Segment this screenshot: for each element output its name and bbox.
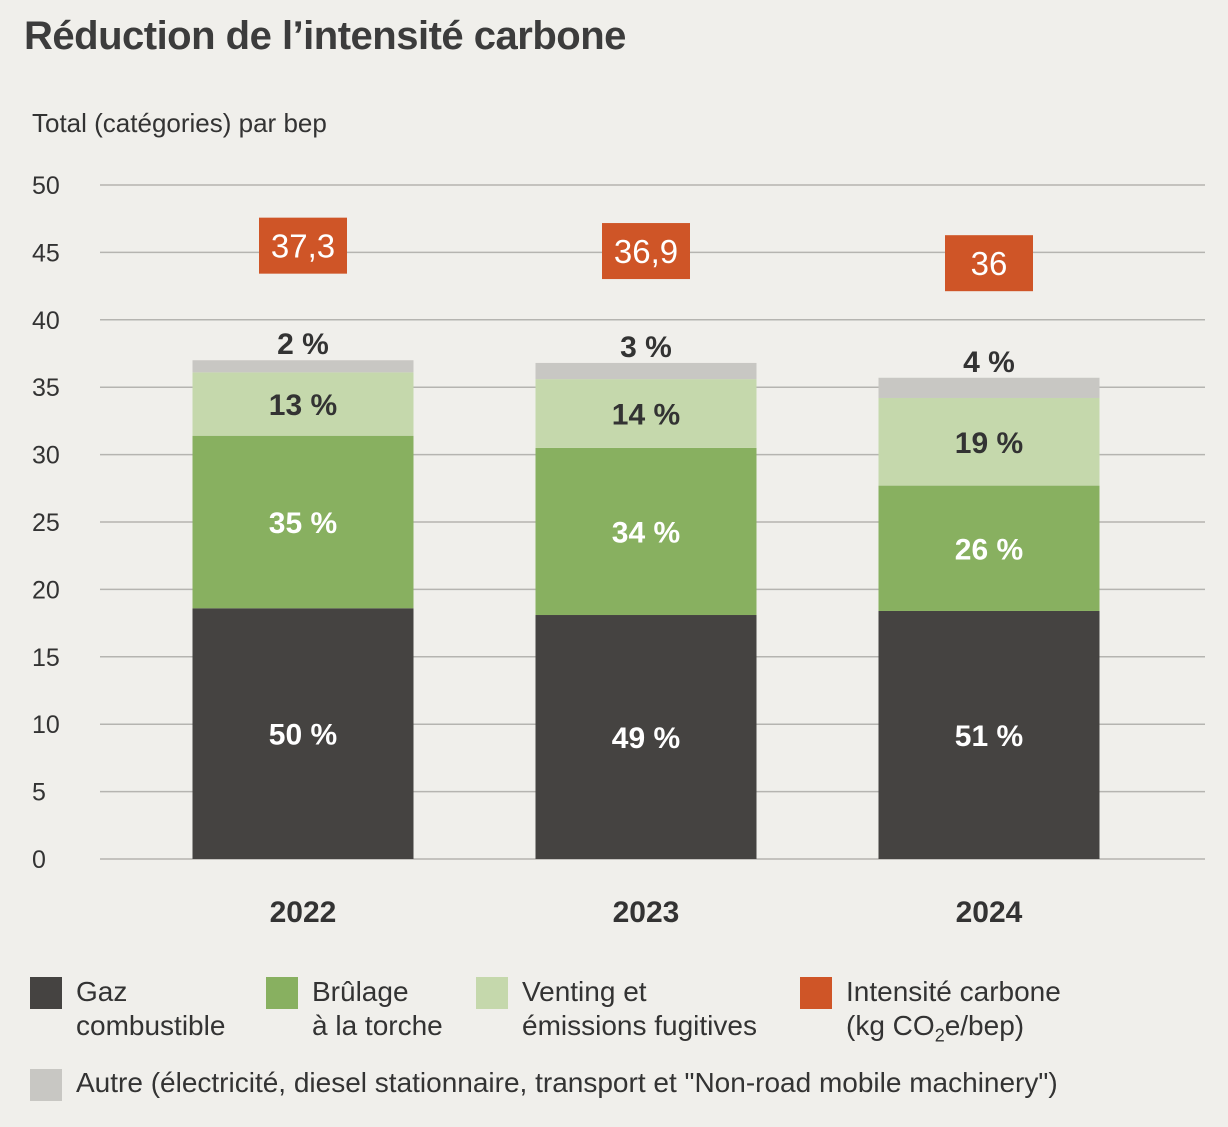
- segment-label: 2 %: [277, 328, 329, 361]
- y-tick-label: 40: [32, 307, 60, 335]
- legend-label-intensite-subscript: 2: [934, 1025, 945, 1046]
- legend-label-intensite-part2: e/bep): [944, 1010, 1025, 1041]
- chart-title: Réduction de l’intensité carbone: [24, 14, 626, 58]
- legend-label-intensite-part1: (kg CO: [846, 1010, 935, 1041]
- bar-segment: [535, 379, 757, 448]
- legend-item-gaz: Gaz combustible: [76, 975, 225, 1043]
- bar-segment: [192, 435, 414, 609]
- bar-segment: [192, 372, 414, 436]
- legend-swatch-autre: [30, 1069, 62, 1101]
- intensity-badges: 37,3 36,9 36: [259, 217, 1033, 292]
- segment-label: 26 %: [955, 533, 1023, 566]
- intensity-value: 36: [971, 245, 1008, 282]
- x-tick-labels: 2022 2023 2024: [270, 896, 1023, 929]
- intensity-value: 36,9: [614, 233, 678, 270]
- segment-label: 3 %: [620, 331, 672, 364]
- intensity-badge: [602, 223, 690, 280]
- legend-swatch-brulage: [266, 977, 298, 1009]
- bar-segment: [192, 360, 414, 373]
- stacked-bar-chart: Total (catégories) par bep 0 5 10 15 20 25 30 3…: [32, 108, 1205, 929]
- bar-layer: [192, 360, 1100, 859]
- y-tick-label: 5: [32, 779, 46, 807]
- legend-label-gaz-line2: combustible: [76, 1010, 226, 1041]
- segment-label: 35 %: [269, 507, 337, 540]
- bar-segment: [878, 485, 1100, 611]
- legend-label-intensite-line1: Intensité carbone: [846, 976, 1061, 1007]
- y-tick-label: 15: [32, 644, 60, 672]
- x-tick-label: 2023: [613, 896, 680, 929]
- bar-segment: [535, 447, 757, 616]
- legend-label-venting-line1: Venting et: [522, 976, 647, 1007]
- y-tick-label: 35: [32, 374, 60, 402]
- legend-item-intensite: Intensité carbone (kg CO2e/bep): [846, 975, 1061, 1053]
- y-tick-label: 0: [32, 846, 46, 874]
- legend-swatch-gaz: [30, 977, 62, 1009]
- legend-swatch-intensite: [800, 977, 832, 1009]
- legend-item-brulage: Brûlage à la torche: [312, 975, 443, 1043]
- y-tick-label: 30: [32, 442, 60, 470]
- segment-label: 14 %: [612, 398, 680, 431]
- y-tick-label: 10: [32, 711, 60, 739]
- segment-label: 34 %: [612, 516, 680, 549]
- y-tick-label: 45: [32, 239, 60, 267]
- legend-label-intensite-line2: (kg CO2e/bep): [846, 1009, 1061, 1053]
- legend-label-gaz-line1: Gaz: [76, 976, 128, 1007]
- bar-segment: [535, 615, 757, 859]
- bar-segment: [192, 608, 414, 859]
- legend-item-autre: Autre (électricité, diesel stationnaire,…: [76, 1066, 1058, 1100]
- bar-segment: [878, 377, 1100, 398]
- y-tick-label: 25: [32, 509, 60, 537]
- bar-segment: [878, 397, 1100, 486]
- y-tick-label: 50: [32, 172, 60, 200]
- segment-label: 4 %: [963, 346, 1015, 379]
- segment-label: 19 %: [955, 427, 1023, 460]
- bar-segment: [878, 610, 1100, 859]
- intensity-value: 37,3: [271, 228, 335, 265]
- legend-label-brulage-line1: Brûlage: [312, 976, 409, 1007]
- segment-label: 13 %: [269, 389, 337, 422]
- y-axis-label: Total (catégories) par bep: [32, 108, 327, 138]
- segment-label: 51 %: [955, 720, 1023, 753]
- segment-label: 50 %: [269, 719, 337, 752]
- intensity-badge: [259, 217, 347, 274]
- y-tick-labels: 0 5 10 15 20 25 30 35 40 45 50: [32, 172, 60, 874]
- x-tick-label: 2022: [270, 896, 337, 929]
- y-tick-label: 20: [32, 576, 60, 604]
- bar-segment: [535, 362, 757, 380]
- legend-label-brulage-line2: à la torche: [312, 1010, 443, 1041]
- legend-label-venting-line2: émissions fugitives: [522, 1010, 757, 1041]
- legend-swatch-venting: [476, 977, 508, 1009]
- x-tick-label: 2024: [956, 896, 1023, 929]
- segment-labels: 50 % 35 % 13 % 2 % 49 % 34 % 14 % 3 % 51 % 26 % 19…: [269, 328, 1023, 755]
- legend-label-autre: Autre (électricité, diesel stationnaire,…: [76, 1067, 1058, 1098]
- segment-label: 49 %: [612, 722, 680, 755]
- intensity-badge: [945, 235, 1033, 292]
- legend-item-venting: Venting et émissions fugitives: [522, 975, 757, 1043]
